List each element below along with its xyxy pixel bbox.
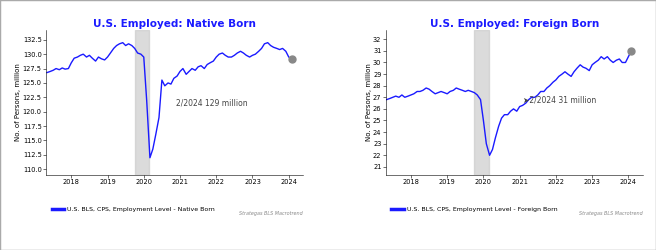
- Y-axis label: No. of Persons, million: No. of Persons, million: [15, 64, 22, 142]
- Text: 2/2024 129 million: 2/2024 129 million: [176, 98, 248, 108]
- Legend: U.S. BLS, CPS, Employment Level - Native Born: U.S. BLS, CPS, Employment Level - Native…: [49, 204, 217, 214]
- Bar: [134, 30, 149, 175]
- Y-axis label: No. of Persons, million: No. of Persons, million: [365, 64, 371, 142]
- Bar: [474, 30, 489, 175]
- Text: ➤2/2024 31 million: ➤2/2024 31 million: [523, 95, 596, 104]
- Legend: U.S. BLS, CPS, Employment Level - Foreign Born: U.S. BLS, CPS, Employment Level - Foreig…: [389, 204, 560, 214]
- Text: Strategas BLS Macrotrend: Strategas BLS Macrotrend: [239, 211, 303, 216]
- Text: Strategas BLS Macrotrend: Strategas BLS Macrotrend: [579, 211, 643, 216]
- Title: U.S. Employed: Native Born: U.S. Employed: Native Born: [93, 19, 256, 29]
- Title: U.S. Employed: Foreign Born: U.S. Employed: Foreign Born: [430, 19, 599, 29]
